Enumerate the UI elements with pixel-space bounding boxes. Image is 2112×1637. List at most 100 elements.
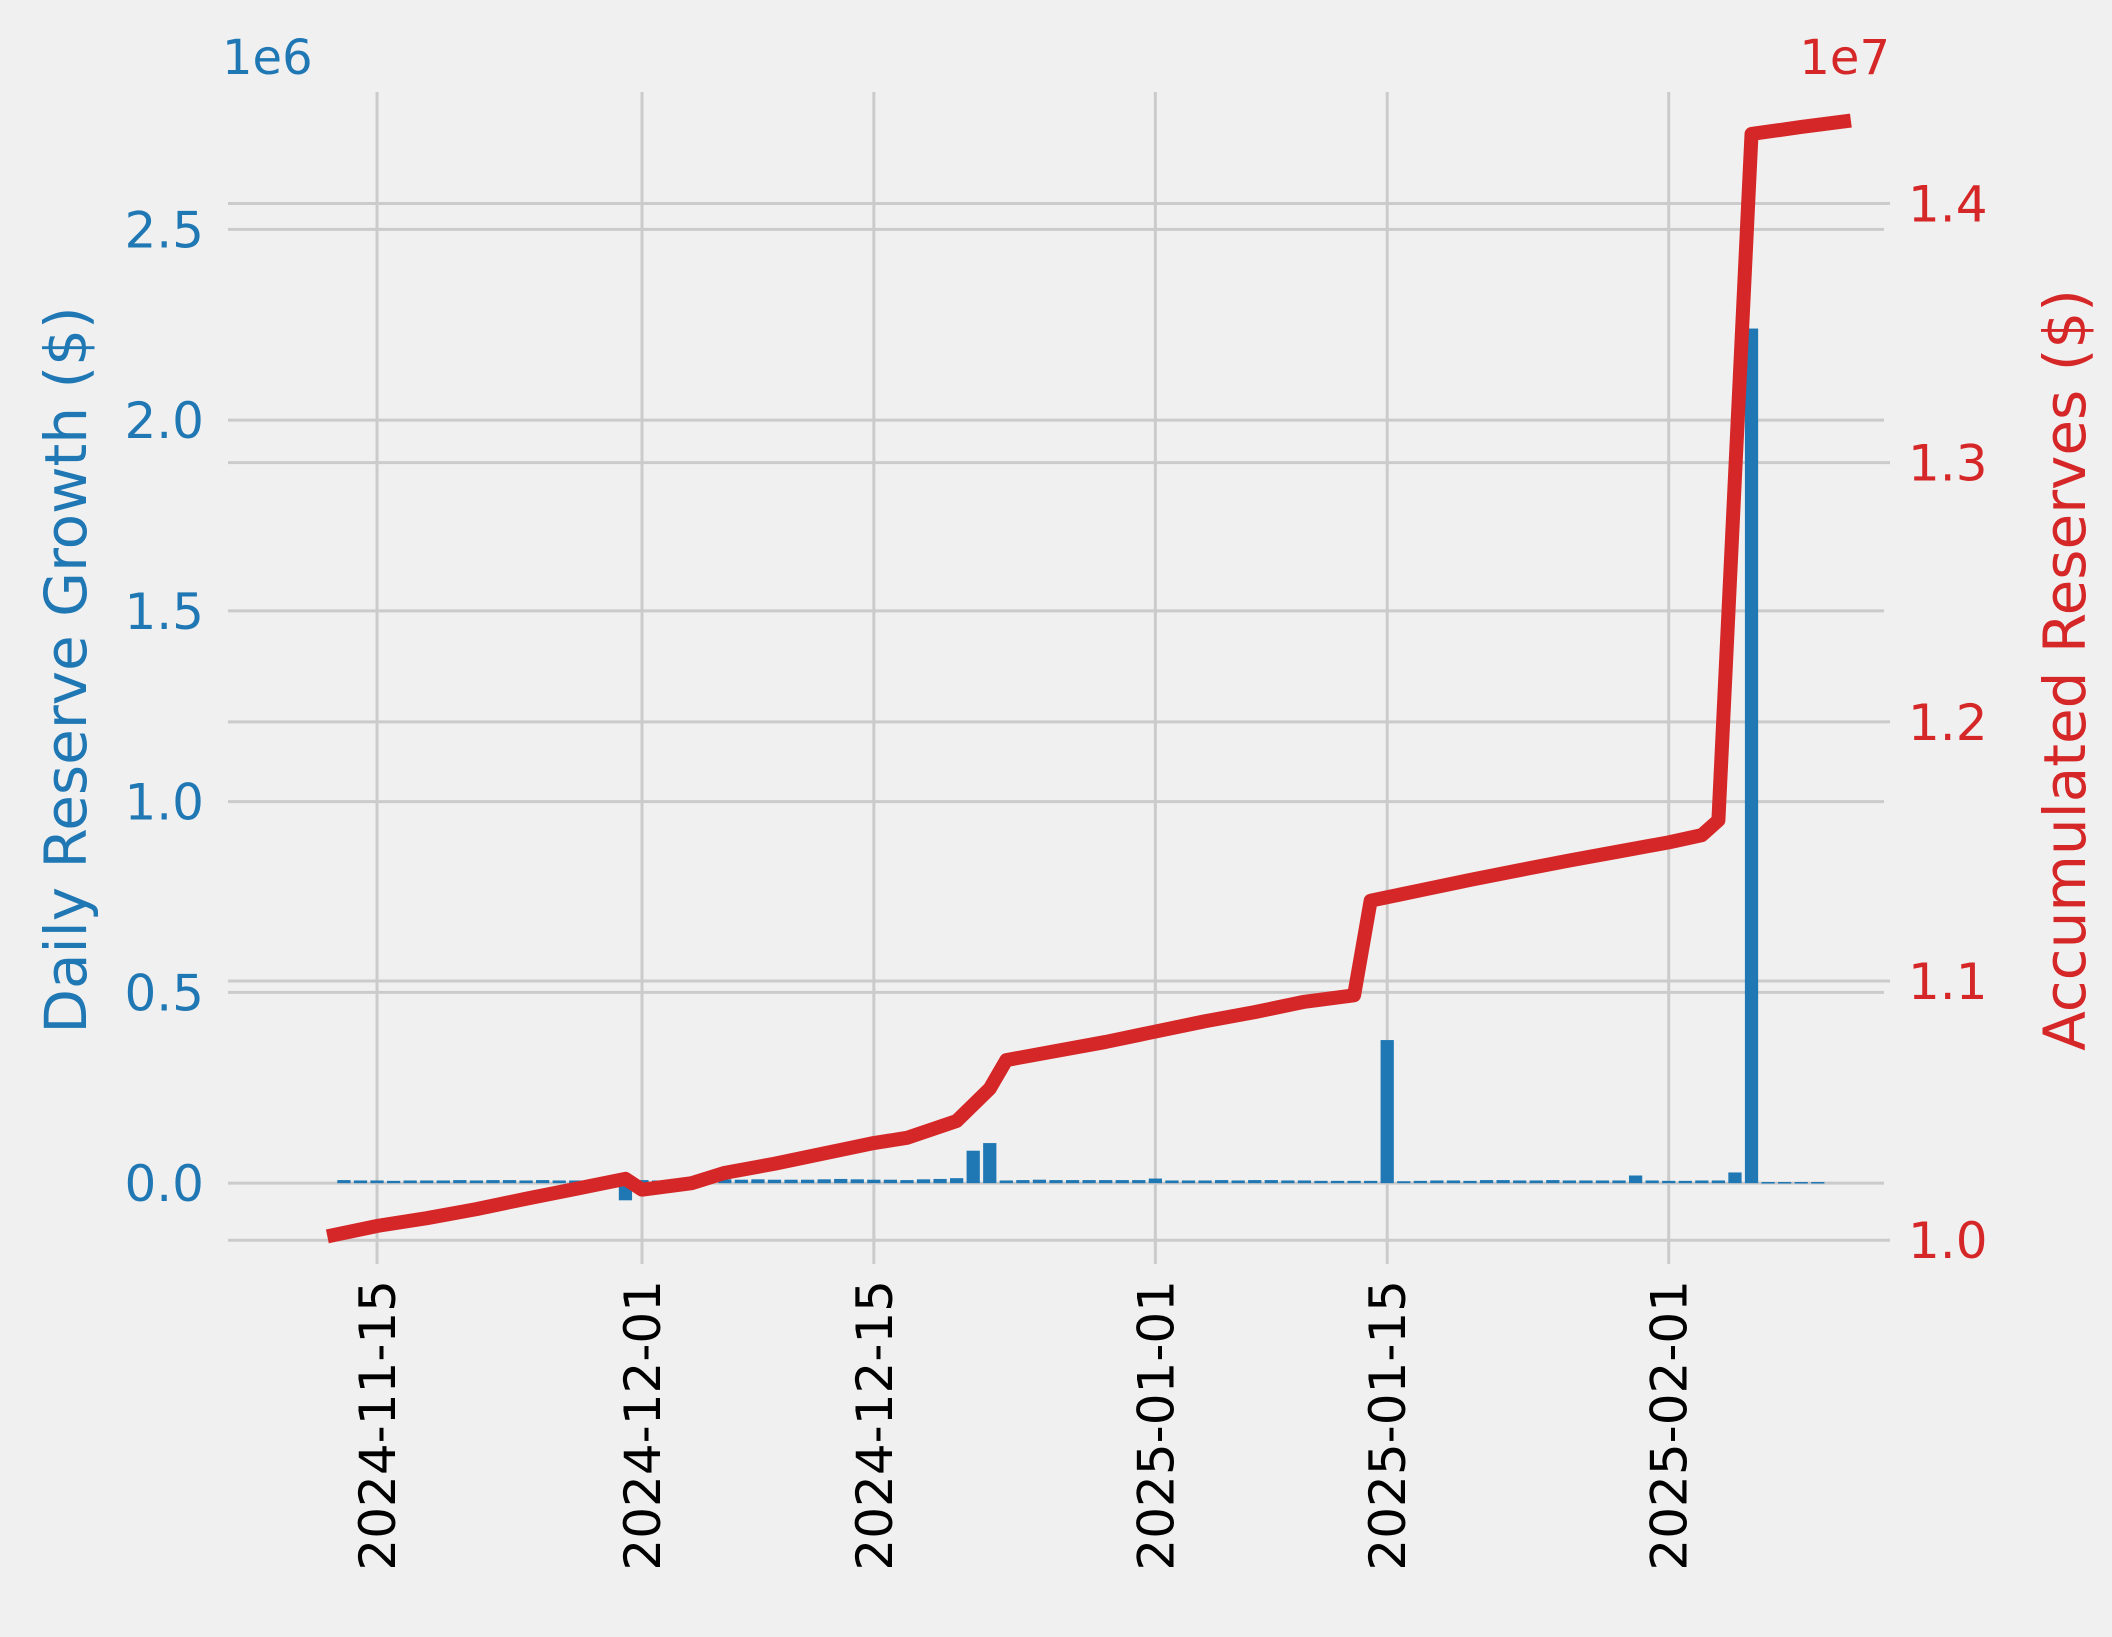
bar [817, 1179, 831, 1184]
bar [502, 1180, 517, 1184]
grid-layer [228, 92, 1890, 1264]
x-tick-label: 2025-01-15 [1359, 1280, 1417, 1571]
x-axis-ticks: 2024-11-15 2024-12-01 2024-12-15 2025-01-01… [349, 1280, 1699, 1571]
bar [883, 1179, 898, 1184]
left-tick-label: 0.5 [124, 964, 204, 1022]
bar [1579, 1180, 1593, 1184]
bar [519, 1180, 533, 1184]
left-tick-label: 2.0 [124, 392, 204, 450]
x-tick-label: 2024-11-15 [349, 1280, 407, 1571]
bar [1281, 1180, 1295, 1184]
bar [403, 1180, 417, 1184]
bar [1181, 1180, 1196, 1184]
bar [1380, 1040, 1394, 1184]
bar [1115, 1180, 1129, 1184]
bar [1728, 1172, 1742, 1184]
bar [1794, 1182, 1808, 1184]
bar [916, 1179, 931, 1184]
right-tick-label: 1.1 [1908, 953, 1988, 1011]
bar [734, 1179, 748, 1184]
bar [1132, 1180, 1146, 1184]
x-tick-label: 2024-12-15 [846, 1280, 904, 1571]
bar [1347, 1180, 1361, 1184]
bar [353, 1180, 368, 1184]
left-tick-label: 1.5 [124, 583, 204, 641]
bar [983, 1143, 997, 1184]
bar [1513, 1180, 1527, 1184]
bar [1032, 1179, 1047, 1184]
right-tick-label: 1.2 [1908, 694, 1988, 752]
bar [751, 1179, 765, 1184]
bar [386, 1180, 401, 1184]
left-axis-ticks: 0.0 0.5 1.0 1.5 2.0 2.5 [124, 201, 204, 1213]
bar [1148, 1178, 1162, 1184]
bar [469, 1180, 484, 1184]
bar [337, 1180, 351, 1184]
bar [1628, 1175, 1643, 1184]
bar [1430, 1180, 1444, 1184]
bar [1082, 1180, 1096, 1184]
bar [1049, 1180, 1063, 1184]
bar [1397, 1181, 1411, 1184]
bar [1645, 1180, 1659, 1184]
bar [1711, 1180, 1726, 1184]
bar [1546, 1180, 1560, 1184]
bar [1198, 1180, 1212, 1184]
accumulated-reserves-line [325, 113, 1852, 1244]
right-tick-label: 1.4 [1908, 175, 1988, 233]
bar [370, 1180, 384, 1184]
bar [718, 1179, 732, 1184]
bar [1479, 1180, 1494, 1184]
bar [1330, 1180, 1345, 1184]
bar [850, 1179, 864, 1184]
bar [1314, 1180, 1328, 1184]
right-axis-ticks: 1.0 1.1 1.2 1.3 1.4 [1908, 175, 1988, 1270]
bar [1463, 1180, 1477, 1184]
bar [784, 1179, 798, 1184]
bar [1778, 1182, 1792, 1184]
bar [1678, 1180, 1692, 1184]
bar [1744, 328, 1759, 1184]
bar [1529, 1180, 1543, 1184]
bar [1016, 1180, 1030, 1184]
right-tick-label: 1.0 [1908, 1212, 1988, 1270]
bar [453, 1180, 467, 1184]
bar [1297, 1180, 1312, 1184]
bar [834, 1178, 848, 1184]
bar [486, 1180, 500, 1184]
x-tick-label: 2025-01-01 [1127, 1280, 1185, 1571]
bar [900, 1180, 914, 1184]
bar [1231, 1180, 1245, 1184]
right-tick-label: 1.3 [1908, 435, 1988, 493]
bar [1446, 1180, 1461, 1184]
left-axis-multiplier: 1e6 [222, 30, 313, 86]
left-tick-label: 2.5 [124, 201, 204, 259]
bar [1612, 1180, 1626, 1184]
bars-layer [337, 328, 1825, 1201]
bar [1099, 1180, 1113, 1184]
bar [1264, 1180, 1278, 1184]
bar [933, 1178, 947, 1184]
bar [536, 1180, 550, 1184]
bar [552, 1180, 566, 1184]
bar [436, 1180, 450, 1184]
bar [800, 1179, 815, 1184]
bar [420, 1180, 434, 1184]
bar [1496, 1180, 1510, 1184]
bar [999, 1180, 1013, 1184]
left-tick-label: 0.0 [124, 1155, 204, 1213]
bar [1761, 1182, 1775, 1184]
bar [1662, 1180, 1676, 1184]
bar [1065, 1180, 1080, 1184]
right-axis-label: Accumulated Reserves ($) [2031, 289, 2099, 1051]
bar [1413, 1180, 1427, 1184]
line-layer [325, 113, 1852, 1244]
x-tick-label: 2025-02-01 [1641, 1280, 1699, 1571]
bar [1165, 1180, 1179, 1184]
bar [1695, 1180, 1709, 1184]
bar [1364, 1180, 1378, 1184]
left-axis-label: Daily Reserve Growth ($) [32, 306, 100, 1033]
bar [966, 1150, 980, 1184]
